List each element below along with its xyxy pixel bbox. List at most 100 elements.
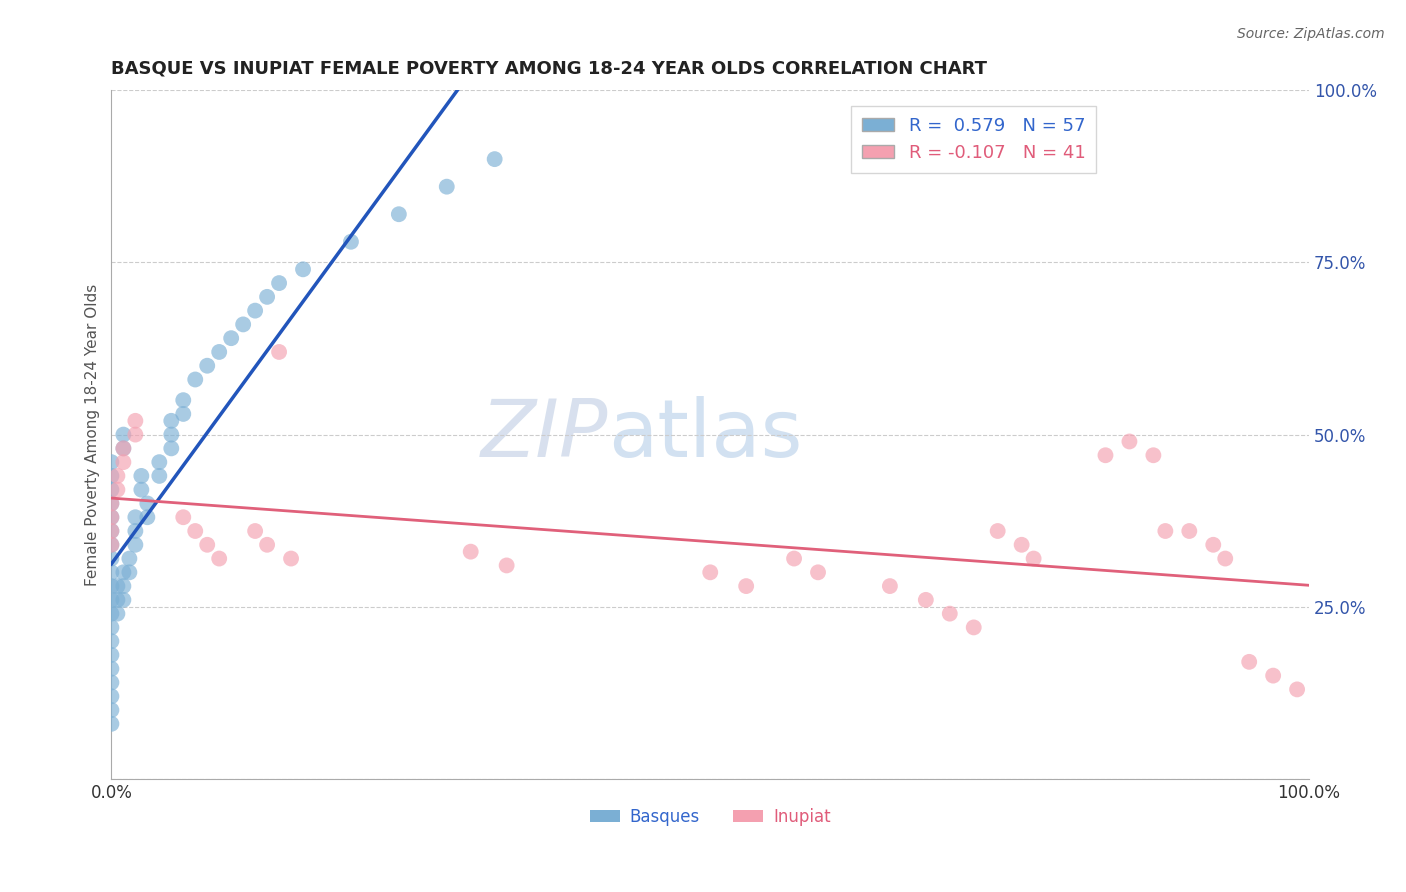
Legend: Basques, Inupiat: Basques, Inupiat — [583, 801, 838, 832]
Point — [232, 318, 254, 332]
Point — [219, 331, 242, 345]
Point — [1118, 434, 1140, 449]
Text: atlas: atlas — [609, 395, 803, 474]
Point — [172, 393, 194, 408]
Point — [100, 675, 122, 690]
Point — [124, 524, 146, 538]
Point — [256, 538, 278, 552]
Point — [105, 469, 128, 483]
Point — [100, 510, 122, 524]
Point — [243, 303, 266, 318]
Point — [100, 690, 122, 704]
Point — [100, 551, 122, 566]
Point — [124, 414, 146, 428]
Point — [184, 524, 207, 538]
Point — [100, 579, 122, 593]
Point — [105, 607, 128, 621]
Point — [100, 496, 122, 510]
Point — [1263, 668, 1285, 682]
Point — [1094, 448, 1116, 462]
Point — [195, 538, 218, 552]
Point — [112, 566, 135, 580]
Point — [267, 345, 290, 359]
Point — [100, 716, 122, 731]
Point — [340, 235, 363, 249]
Point — [148, 469, 170, 483]
Point — [172, 407, 194, 421]
Point — [118, 551, 141, 566]
Point — [160, 442, 183, 456]
Point — [256, 290, 278, 304]
Point — [495, 558, 517, 573]
Point — [100, 524, 122, 538]
Point — [124, 510, 146, 524]
Point — [160, 427, 183, 442]
Point — [112, 442, 135, 456]
Y-axis label: Female Poverty Among 18-24 Year Olds: Female Poverty Among 18-24 Year Olds — [86, 284, 100, 586]
Point — [160, 414, 183, 428]
Point — [939, 607, 962, 621]
Point — [1022, 551, 1045, 566]
Point — [118, 566, 141, 580]
Point — [172, 510, 194, 524]
Text: Source: ZipAtlas.com: Source: ZipAtlas.com — [1237, 27, 1385, 41]
Point — [243, 524, 266, 538]
Point — [112, 427, 135, 442]
Point — [112, 442, 135, 456]
Point — [1154, 524, 1177, 538]
Text: BASQUE VS INUPIAT FEMALE POVERTY AMONG 18-24 YEAR OLDS CORRELATION CHART: BASQUE VS INUPIAT FEMALE POVERTY AMONG 1… — [111, 60, 987, 78]
Text: ZIP: ZIP — [481, 395, 609, 474]
Point — [914, 592, 936, 607]
Point — [131, 483, 153, 497]
Point — [100, 469, 122, 483]
Point — [735, 579, 758, 593]
Point — [100, 634, 122, 648]
Point — [100, 662, 122, 676]
Point — [100, 496, 122, 510]
Point — [131, 469, 153, 483]
Point — [105, 592, 128, 607]
Point — [100, 483, 122, 497]
Point — [963, 620, 986, 634]
Point — [100, 648, 122, 662]
Point — [292, 262, 315, 277]
Point — [1011, 538, 1033, 552]
Point — [195, 359, 218, 373]
Point — [388, 207, 411, 221]
Point — [124, 538, 146, 552]
Point — [1286, 682, 1309, 697]
Point — [100, 592, 122, 607]
Point — [100, 620, 122, 634]
Point — [436, 179, 458, 194]
Point — [124, 427, 146, 442]
Point — [100, 607, 122, 621]
Point — [280, 551, 302, 566]
Point — [1142, 448, 1164, 462]
Point — [136, 496, 159, 510]
Point — [208, 551, 231, 566]
Point — [267, 276, 290, 290]
Point — [105, 579, 128, 593]
Point — [100, 538, 122, 552]
Point — [112, 592, 135, 607]
Point — [879, 579, 901, 593]
Point — [100, 566, 122, 580]
Point — [105, 483, 128, 497]
Point — [208, 345, 231, 359]
Point — [987, 524, 1010, 538]
Point — [100, 524, 122, 538]
Point — [112, 455, 135, 469]
Point — [136, 510, 159, 524]
Point — [184, 372, 207, 386]
Point — [100, 510, 122, 524]
Point — [460, 544, 482, 558]
Point — [807, 566, 830, 580]
Point — [1237, 655, 1260, 669]
Point — [112, 579, 135, 593]
Point — [100, 703, 122, 717]
Point — [100, 455, 122, 469]
Point — [484, 152, 506, 166]
Point — [100, 538, 122, 552]
Point — [148, 455, 170, 469]
Point — [783, 551, 806, 566]
